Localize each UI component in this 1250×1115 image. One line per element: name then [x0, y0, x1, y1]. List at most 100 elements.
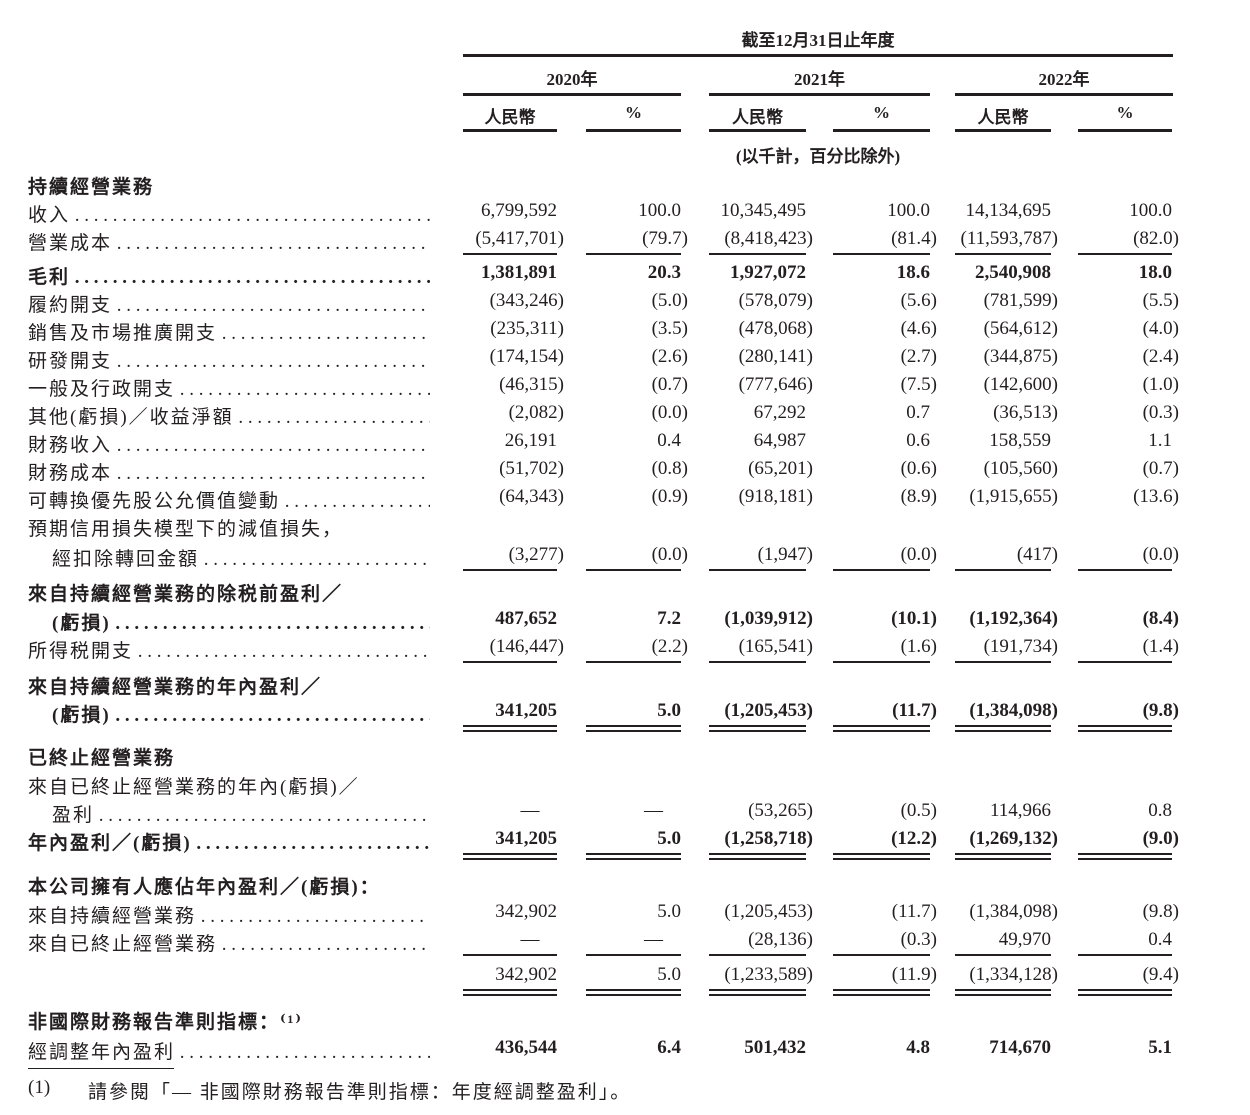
row-label: 年內盈利／(虧損): [28, 828, 430, 855]
units-note: (以千計，百分比除外): [735, 147, 901, 166]
double-underline: [586, 989, 681, 991]
table-row: 經調整年內盈利 436,544 6.4 501,432 4.8 714,670 5.1: [0, 1037, 1250, 1065]
single-underline: [1078, 569, 1172, 571]
percent-value: 5.0: [657, 901, 681, 922]
rmb-value: 501,432: [744, 1037, 806, 1058]
percent-value: (2.2): [651, 636, 688, 657]
single-underline: [586, 569, 681, 571]
percent-value: 0.6: [906, 430, 930, 451]
percent-value: (0.0): [900, 544, 937, 565]
percent-value: 100.0: [1129, 200, 1172, 221]
rmb-value: (53,265): [748, 800, 813, 821]
table-row: 本公司擁有人應佔年內盈利／(虧損)：: [0, 872, 1250, 900]
rmb-value: (46,315): [499, 374, 564, 395]
single-underline: [1078, 661, 1172, 663]
rmb-value: (1,915,655): [969, 486, 1058, 507]
percent-value: 7.2: [657, 608, 681, 629]
row-label: 一般及行政開支: [28, 374, 430, 401]
single-underline: [1078, 954, 1172, 956]
period-header: 截至12月31日止年度: [741, 31, 895, 50]
rmb-value: 67,292: [753, 402, 806, 423]
percent-value: (0.9): [651, 486, 688, 507]
row-label: 本公司擁有人應佔年內盈利／(虧損)：: [28, 877, 381, 898]
row-label: 來自已終止經營業務: [28, 929, 430, 956]
rmb-value: —: [520, 800, 540, 821]
rmb-value: 64,987: [753, 430, 806, 451]
rmb-value: 158,559: [989, 430, 1051, 451]
table-row: 履約開支 (343,246) (5.0) (578,079) (5.6) (781,599…: [0, 290, 1250, 318]
year-2021-header: 2021年: [794, 70, 845, 89]
double-underline: [463, 994, 557, 996]
single-underline: [833, 253, 930, 255]
double-underline: [709, 858, 806, 860]
row-label: 財務收入: [28, 430, 430, 457]
subcol-rule: [833, 129, 930, 132]
single-underline: [709, 569, 806, 571]
rmb-value: (3,277): [508, 544, 564, 565]
row-label: 來自持續經營業務的年內盈利／: [28, 677, 323, 698]
rmb-value: —: [520, 929, 540, 950]
rmb-value: 114,966: [989, 800, 1051, 821]
table-row: 收入 6,799,592 100.0 10,345,495 100.0 14,134,69…: [0, 200, 1250, 228]
rmb-value: (478,068): [738, 318, 813, 339]
row-label: 所得税開支: [28, 636, 430, 663]
double-underline: [955, 989, 1051, 991]
row-label: 經扣除轉回金額: [52, 544, 430, 571]
double-underline: [463, 858, 557, 860]
double-underline: [586, 853, 681, 855]
table-row: 所得税開支 (146,447) (2.2) (165,541) (1.6) (191,73…: [0, 636, 1250, 664]
rmb-value: 436,544: [495, 1037, 557, 1058]
rmb-column-header: 人民幣: [977, 108, 1029, 127]
double-underline: [833, 725, 930, 727]
percent-value: 5.0: [657, 828, 681, 849]
percent-value: (7.5): [900, 374, 937, 395]
table-row: 342,902 5.0 (1,233,589) (11.9) (1,334,128) (9…: [0, 964, 1250, 996]
rmb-value: 342,902: [495, 964, 557, 985]
table-row: 來自持續經營業務的除税前盈利／: [0, 579, 1250, 607]
percent-value: (9.4): [1142, 964, 1179, 985]
table-row: 財務成本 (51,702) (0.8) (65,201) (0.6) (105,560) (…: [0, 458, 1250, 486]
table-row: 年內盈利／(虧損) 341,205 5.0 (1,258,718) (12.2) (1,2…: [0, 828, 1250, 860]
rmb-value: (28,136): [748, 929, 813, 950]
percent-value: 4.8: [906, 1037, 930, 1058]
percent-value: (1.0): [1142, 374, 1179, 395]
percent-value: (10.1): [891, 608, 937, 629]
rmb-value: 1,927,072: [730, 262, 806, 283]
rmb-value: (578,079): [738, 290, 813, 311]
row-label: 來自已終止經營業務的年內(虧損)／: [28, 777, 360, 798]
rmb-value: (174,154): [489, 346, 564, 367]
percent-value: (12.2): [891, 828, 937, 849]
rmb-value: (146,447): [489, 636, 564, 657]
single-underline: [463, 569, 557, 571]
double-underline: [709, 994, 806, 996]
footnote-rule: [28, 1068, 174, 1069]
table-row: 研發開支 (174,154) (2.6) (280,141) (2.7) (344,875…: [0, 346, 1250, 374]
year-rule: [709, 93, 930, 96]
single-underline: [1078, 253, 1172, 255]
percent-value: (0.7): [1142, 458, 1179, 479]
row-label: (虧損): [52, 608, 430, 635]
row-label: (虧損): [52, 700, 430, 727]
rmb-value: (2,082): [508, 402, 564, 423]
percent-value: 20.3: [647, 262, 681, 283]
percent-value: 0.4: [657, 430, 681, 451]
row-label: 研發開支: [28, 346, 430, 373]
rmb-value: (343,246): [489, 290, 564, 311]
double-underline: [1078, 994, 1172, 996]
rmb-value: (165,541): [738, 636, 813, 657]
table-row: 財務收入 26,191 0.4 64,987 0.6 158,559 1.1: [0, 430, 1250, 458]
percent-value: (4.0): [1142, 318, 1179, 339]
double-underline: [955, 994, 1051, 996]
percent-value: (0.7): [651, 374, 688, 395]
row-label: 來自持續經營業務: [28, 901, 430, 928]
percent-value: (11.9): [891, 964, 937, 985]
row-label: 非國際財務報告準則指標：⁽¹⁾: [28, 1012, 304, 1033]
percent-column-header: %: [625, 103, 642, 122]
subcol-rule: [1078, 129, 1172, 132]
percent-value: 1.1: [1148, 430, 1172, 451]
row-label: 已終止經營業務: [28, 748, 176, 769]
rmb-value: 342,902: [495, 901, 557, 922]
rmb-value: (1,258,718): [724, 828, 813, 849]
double-underline: [955, 853, 1051, 855]
percent-value: (9.8): [1142, 901, 1179, 922]
